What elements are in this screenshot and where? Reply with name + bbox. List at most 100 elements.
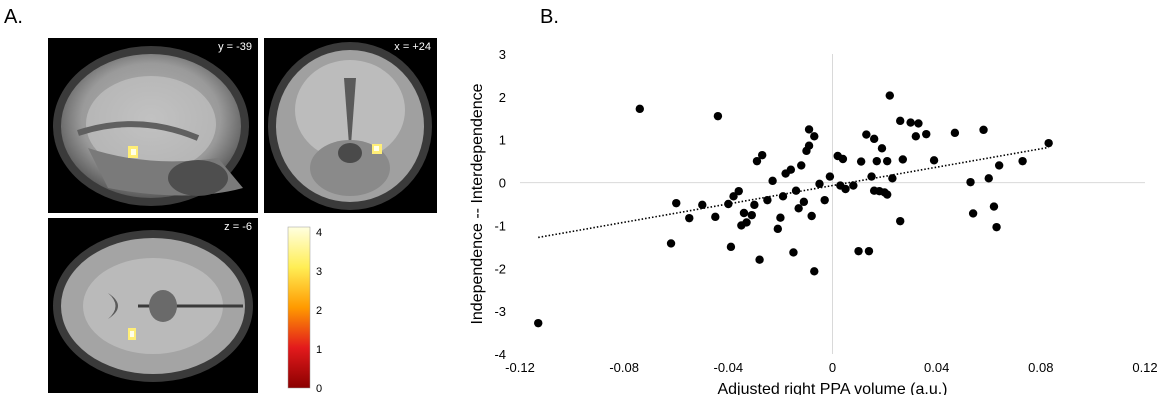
colorbar-gradient — [287, 226, 311, 389]
scatter-point — [804, 125, 814, 134]
y-tick-label: 2 — [499, 90, 506, 105]
x-tick-label: 0.12 — [1132, 360, 1157, 375]
scatter-point — [789, 248, 798, 257]
sagittal-coord-label: y = -39 — [218, 41, 252, 53]
y-tick-label: -3 — [494, 304, 506, 319]
scatter-point — [841, 184, 850, 194]
scatter-point — [672, 198, 681, 208]
scatter-point — [755, 255, 764, 264]
scatter-point — [862, 130, 871, 139]
scatter-point — [820, 195, 829, 205]
panel-a-label: A. — [4, 6, 23, 28]
scatter-point — [810, 267, 819, 276]
y-tick-label: 1 — [499, 133, 506, 148]
scatter-point — [1018, 156, 1027, 166]
scatter-point — [872, 156, 881, 166]
y-tick-label: 0 — [499, 176, 506, 191]
scatter-point — [713, 111, 723, 121]
x-tick-label: 0.08 — [1028, 360, 1053, 375]
x-tick-label: -0.08 — [609, 360, 639, 375]
coronal-coord-label: x = +24 — [394, 41, 431, 53]
scatter-point — [911, 132, 921, 141]
scatter-point — [896, 216, 905, 226]
scatter-point — [757, 150, 767, 160]
colorbar-tick-label: 1 — [316, 344, 322, 356]
scatter-point — [877, 144, 887, 153]
brain-sagittal-slice: y = -39 — [48, 38, 258, 213]
scatter-point — [838, 154, 848, 164]
y-tick-label: 3 — [499, 47, 506, 62]
scatter-point — [849, 181, 858, 190]
scatter-point — [786, 165, 796, 174]
colorbar-tick-label: 0 — [316, 383, 322, 392]
scatter-point — [773, 224, 783, 234]
scatter-point — [815, 179, 824, 189]
scatter-point — [854, 246, 863, 256]
x-tick-label: -0.04 — [714, 360, 744, 375]
colorbar: 4 3 2 1 0 — [284, 222, 324, 395]
y-tick-label: -4 — [494, 347, 506, 362]
x-tick-label: 0.04 — [924, 360, 949, 375]
scatter-point — [922, 129, 931, 139]
x-tick-label: -0.12 — [505, 360, 535, 375]
scatter-point — [635, 104, 644, 114]
scatter-point — [729, 192, 738, 201]
axial-coord-label: z = -6 — [224, 221, 252, 233]
x-tick-label: 0 — [829, 360, 836, 375]
scatter-point — [807, 211, 816, 221]
scatter-point — [534, 318, 543, 328]
scatter-point — [979, 125, 988, 135]
scatter-chart: 3 2 1 0 -1 -2 -3 -4 -0.12 -0.08 -0.04 0 0.04 0.08 0.12… — [455, 32, 1166, 398]
brain-axial-slice: z = -6 — [48, 218, 258, 393]
scatter-point — [763, 195, 772, 205]
scatter-point — [768, 176, 777, 186]
scatter-point — [747, 210, 756, 220]
scatter-point — [825, 172, 835, 181]
scatter-point — [869, 134, 879, 144]
scatter-point — [810, 132, 819, 141]
scatter-point — [711, 212, 720, 222]
scatter-point — [791, 186, 801, 195]
scatter-point — [666, 239, 676, 248]
scatter-point — [752, 156, 762, 166]
scatter-point — [989, 202, 999, 211]
scatter-point — [734, 186, 743, 196]
scatter-point — [804, 141, 814, 150]
scatter-point — [799, 197, 809, 207]
scatter-point — [898, 155, 908, 164]
scatter-point — [882, 156, 892, 166]
scatter-point — [778, 192, 788, 201]
scatter-point — [776, 213, 785, 222]
scatter-point — [724, 199, 733, 209]
scatter-point — [914, 119, 923, 128]
scatter-point — [794, 204, 803, 213]
scatter-point — [797, 161, 806, 170]
scatter-point — [742, 218, 751, 227]
scatter-point — [906, 118, 915, 127]
brain-coronal-slice: x = +24 — [264, 38, 437, 213]
panel-b-label: B. — [540, 6, 559, 28]
scatter-point — [685, 213, 694, 223]
scatter-point — [888, 174, 897, 183]
y-axis-title: Independence -- Interdependence — [469, 83, 486, 324]
colorbar-tick-label: 3 — [316, 266, 322, 278]
x-axis-title: Adjusted right PPA volume (a.u.) — [717, 381, 947, 395]
scatter-point — [750, 200, 759, 210]
scatter-point — [966, 177, 975, 187]
scatter-point — [968, 209, 978, 218]
scatter-point — [726, 242, 736, 252]
scatter-point — [1044, 138, 1053, 148]
colorbar-tick-label: 4 — [316, 227, 322, 239]
scatter-point — [698, 200, 707, 210]
scatter-point — [882, 190, 892, 199]
scatter-point — [885, 91, 894, 100]
scatter-point — [896, 116, 905, 126]
colorbar-tick-label: 2 — [316, 305, 322, 317]
scatter-point — [950, 128, 960, 138]
scatter-point — [867, 172, 876, 181]
scatter-point — [994, 161, 1004, 170]
y-tick-label: -2 — [494, 261, 506, 276]
scatter-point — [739, 208, 749, 218]
y-tick-label: -1 — [494, 218, 506, 233]
scatter-point — [856, 157, 866, 166]
